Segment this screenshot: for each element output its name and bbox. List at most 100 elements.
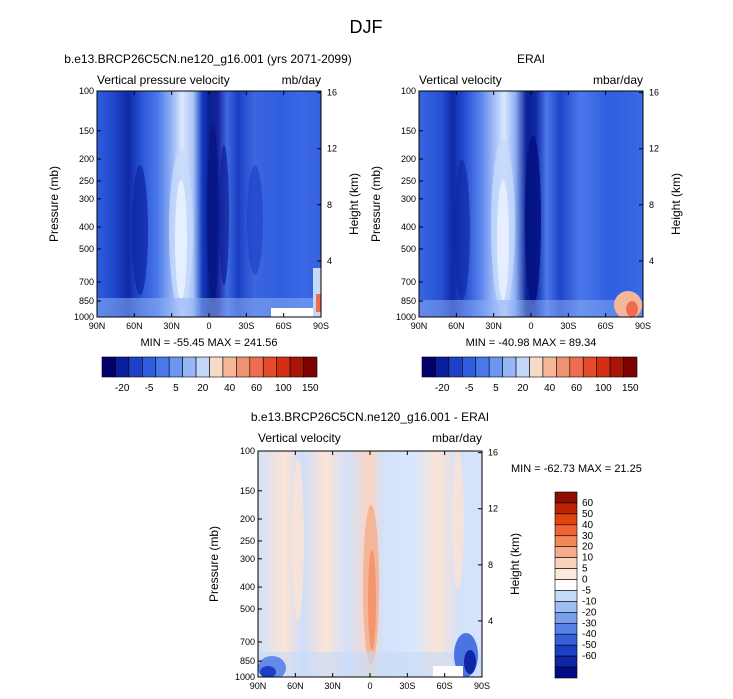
model-colorbar-swatch [209,356,224,378]
model-colorbar-swatch [262,356,277,378]
obs-units: mbar/day [593,73,643,87]
obs-colorbar-swatch [582,356,597,378]
diff-panel-title: b.e13.BRCP26C5CN.ne120_g16.001 - ERAI [251,410,489,424]
diff-xtick-label: 30N [324,681,341,691]
diff-colorbar-swatch [554,568,578,580]
diff-colorbar-swatch [554,524,578,537]
model-colorbar-label: 40 [224,383,236,394]
obs-colorbar-label: -20 [435,383,450,394]
obs-ytick-label: 400 [401,222,416,232]
obs-colorbar-swatch [609,356,624,378]
obs-colorbar: -20 -5 5 20 40 60 100 150 [421,356,639,394]
model-xtick-label: 30S [238,321,254,331]
obs-colorbar-swatch [542,356,557,378]
diff-xtick-label: 60S [437,681,453,691]
obs-y2label: Height (km) [669,173,683,235]
obs-ytick-label: 200 [401,154,416,164]
model-y2tick-label: 8 [327,200,332,210]
obs-colorbar-swatch [421,356,436,378]
diff-colorbar-label: 60 [582,498,594,509]
obs-y2tick-label: 12 [649,144,659,154]
diff-xtick-label: 90S [474,681,490,691]
obs-xtick-label: 30N [485,321,502,331]
model-y2label: Height (km) [347,173,361,235]
obs-colorbar-swatch [435,356,450,378]
diff-panel: b.e13.BRCP26C5CN.ne120_g16.001 - ERAI Ve… [207,410,642,691]
diff-colorbar-label: 50 [582,509,594,520]
obs-xtick-label: 0 [528,321,533,331]
obs-ytick-label: 300 [401,194,416,204]
obs-panel: ERAI Vertical velocity mbar/day 100 150 20… [369,52,683,349]
model-panel: b.e13.BRCP26C5CN.ne120_g16.001 (yrs 2071… [47,52,361,349]
obs-ytick-label: 150 [401,126,416,136]
model-colorbar-label: 5 [173,383,179,394]
model-ytick-label: 250 [79,176,94,186]
diff-xtick-label: 0 [367,681,372,691]
model-xtick-label: 30N [163,321,180,331]
obs-panel-title: ERAI [517,52,545,66]
model-colorbar-swatch [115,356,130,378]
obs-colorbar-swatch [529,356,544,378]
diff-colorbar-swatch [554,535,578,548]
model-colorbar-swatch [142,356,157,378]
diff-ytick-label: 500 [240,604,255,614]
model-colorbar-swatch [155,356,170,378]
model-colorbar-label: -20 [115,383,130,394]
diff-y2label: Height (km) [508,533,522,595]
diff-xtick-label: 60N [287,681,304,691]
obs-y2tick-label: 8 [649,200,654,210]
obs-ytick-label: 850 [401,296,416,306]
obs-y2tick-label: 16 [649,88,659,98]
model-ytick-label: 400 [79,222,94,232]
diff-xtick-label: 90N [250,681,267,691]
diff-units: mbar/day [432,431,482,445]
model-ytick-label: 100 [79,86,94,96]
model-colorbar-swatch [182,356,197,378]
diff-ytick-label: 100 [240,446,255,456]
diff-colorbar-swatch [554,612,578,624]
obs-colorbar-label: 5 [493,383,499,394]
model-colorbar-swatch [249,356,264,378]
diff-colorbar-label: 30 [582,531,594,542]
model-stats: MIN = -55.45 MAX = 241.56 [141,337,278,349]
obs-colorbar-label: 150 [622,383,639,394]
diff-y2tick-label: 12 [488,504,498,514]
diff-ytick-label: 400 [240,582,255,592]
diff-colorbar-swatch [554,622,578,635]
obs-y2tick-label: 4 [649,256,654,266]
model-colorbar-label: 20 [197,383,209,394]
diff-colorbar-swatch [554,644,578,657]
diff-colorbar-label: -10 [582,596,597,607]
diff-ytick-label: 700 [240,637,255,647]
obs-ytick-label: 1000 [396,312,416,322]
model-contour-field [97,91,321,317]
diff-colorbar-label: -5 [582,585,591,596]
diff-ytick-label: 250 [240,536,255,546]
obs-colorbar-swatch [502,356,517,378]
model-xtick-label: 0 [206,321,211,331]
diff-colorbar-label: -40 [582,629,597,640]
diff-colorbar-swatch [554,601,578,613]
diff-colorbar-label: 10 [582,553,594,564]
model-colorbar-swatch [303,356,318,378]
diff-colorbar-swatch [554,502,578,515]
diff-y2tick-label: 4 [488,616,493,626]
obs-colorbar-swatch [475,356,490,378]
model-colorbar-label: -5 [145,383,154,394]
obs-colorbar-swatch [556,356,571,378]
obs-colorbar-swatch [515,356,530,378]
model-xtick-label: 90S [313,321,329,331]
diff-colorbar-swatch [554,655,578,668]
diff-ytick-label: 1000 [235,672,255,682]
model-colorbar-swatch [168,356,183,378]
model-ylabel: Pressure (mb) [47,166,61,242]
model-colorbar-swatch [222,356,237,378]
diff-colorbar-swatch [554,666,578,679]
obs-colorbar-swatch [488,356,503,378]
diff-y2tick-label: 16 [488,448,498,458]
obs-xtick-label: 60S [598,321,614,331]
diff-colorbar-label: -30 [582,618,597,629]
diff-colorbar-swatch [554,546,578,558]
diff-y2tick-label: 8 [488,560,493,570]
